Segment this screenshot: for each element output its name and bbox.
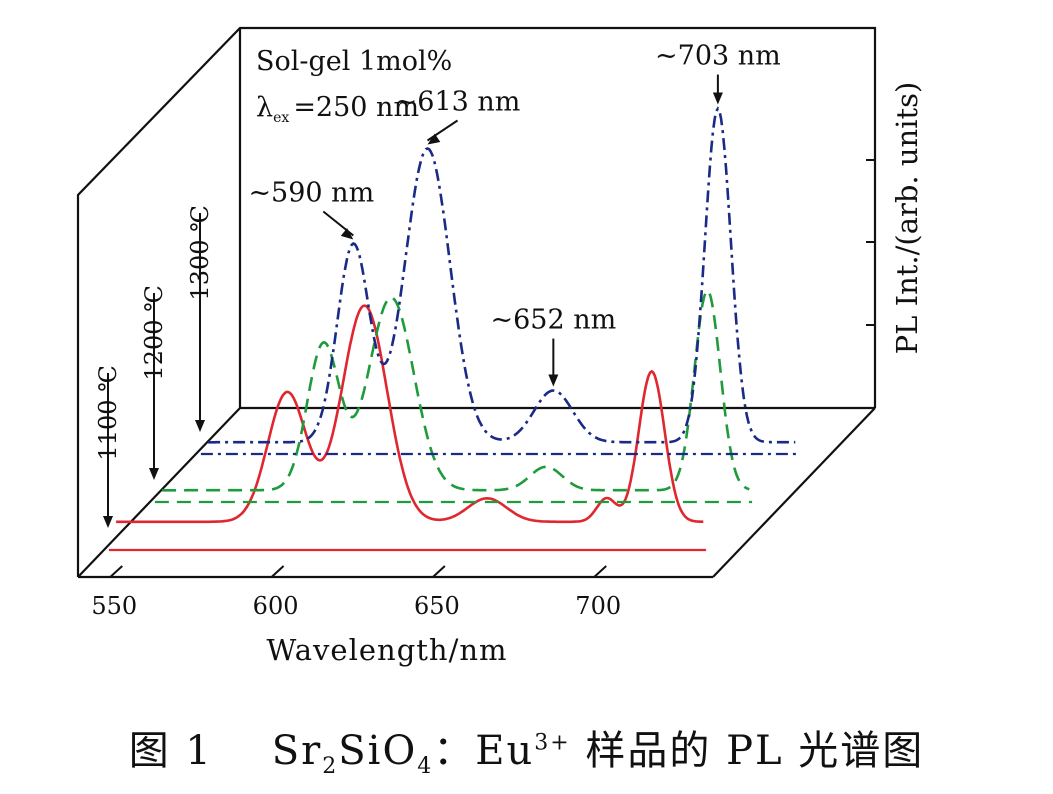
temp-arrow-head	[149, 468, 159, 480]
y-axis-ticks	[866, 159, 875, 326]
caption-separator-eu: ：Eu	[433, 728, 535, 774]
temp-arrow-head	[195, 420, 205, 432]
temperature-label: 1200 ℃	[140, 285, 168, 381]
series-2: 1200 ℃	[140, 285, 753, 504]
series-1: 1100 ℃	[94, 304, 707, 552]
temperature-label: 1100 ℃	[94, 365, 122, 461]
series-line	[208, 106, 796, 444]
floor-left-edge	[77, 407, 241, 578]
caption-formula-sr: Sr	[271, 728, 323, 774]
x-tick-mark	[270, 565, 285, 578]
caption-sub-2: 2	[322, 754, 339, 779]
peak-annotation: ~613 nm	[395, 86, 521, 117]
x-tick-mark	[593, 565, 607, 578]
x-tick-label: 650	[414, 592, 460, 620]
series-line	[116, 304, 704, 524]
x-tick-mark	[432, 565, 446, 578]
lambda-symbol: λ	[256, 92, 273, 123]
annotation-arrow-head	[427, 133, 441, 145]
annotation-arrow-head	[340, 228, 354, 240]
caption-formula-sio: SiO	[338, 728, 418, 774]
x-tick-group: 550 600 650 700	[91, 565, 621, 620]
series-layer: 1100 ℃ 1200 ℃ 1300 ℃	[94, 106, 799, 552]
lambda-subscript: ex	[273, 110, 289, 126]
info-line-method: Sol-gel 1mol%	[256, 46, 452, 77]
x-tick-label: 700	[575, 592, 621, 620]
annotation-arrow-head	[712, 92, 723, 105]
series-3: 1300 ℃	[186, 106, 799, 456]
peak-annotation: ~703 nm	[655, 41, 781, 72]
caption-sub-4: 4	[417, 754, 434, 779]
figure-caption: 图 1 Sr2SiO4：Eu3+ 样品的 PL 光谱图	[0, 718, 1053, 779]
annotation-arrow-head	[548, 374, 559, 387]
temp-arrow-head	[103, 516, 113, 528]
caption-tail-text: 样品的 PL 光谱图	[585, 728, 925, 774]
x-tick-label: 600	[253, 592, 299, 620]
excitation-value: =250 nm	[293, 92, 419, 123]
temperature-label: 1300 ℃	[186, 205, 214, 301]
floor-right-edge	[712, 407, 876, 578]
peak-annotation: ~590 nm	[248, 178, 374, 209]
annotation-arrow-line	[426, 119, 459, 142]
series-line	[162, 288, 750, 492]
caption-sup-3plus: 3+	[534, 730, 571, 756]
annotation-layer: ~590 nm ~613 nm ~652 nm ~703 nm	[248, 41, 781, 387]
x-tick-mark	[109, 565, 123, 578]
x-tick-label: 550	[91, 592, 137, 620]
info-line-excitation: λex =250 nm	[256, 92, 419, 126]
x-axis-label: Wavelength/nm	[266, 633, 507, 667]
peak-annotation: ~652 nm	[490, 305, 616, 336]
y-axis-label: PL Int./(arb. units)	[890, 82, 924, 355]
caption-figure-number: 图 1	[128, 728, 213, 774]
